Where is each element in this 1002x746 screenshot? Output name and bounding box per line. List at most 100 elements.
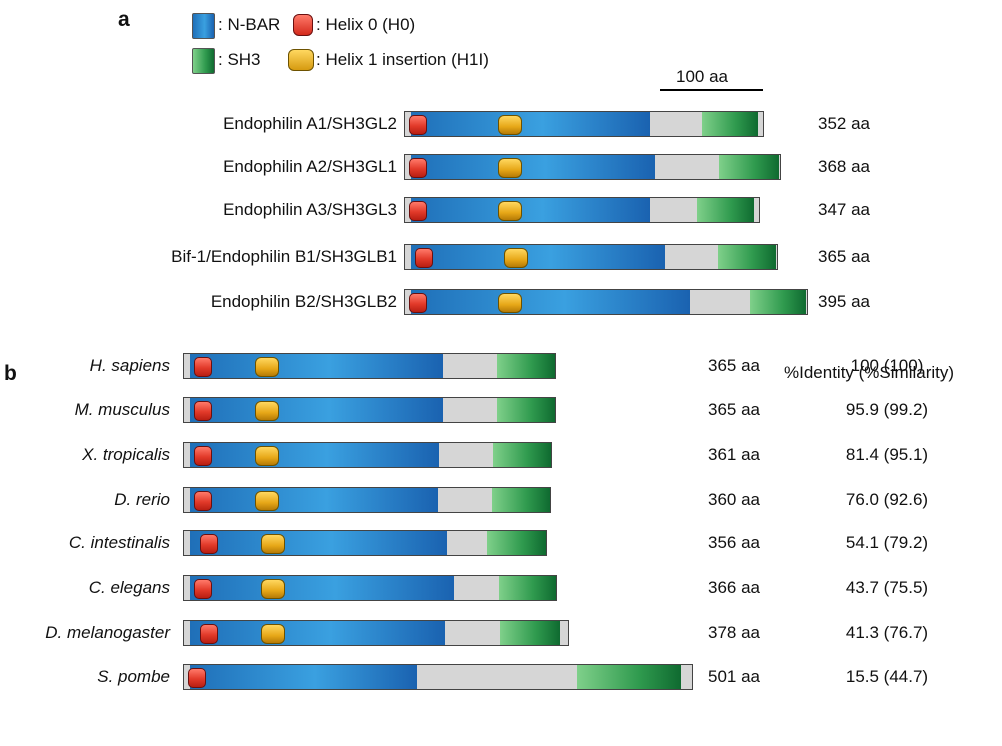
nbar-domain [411,245,665,269]
species-length: 360 aa [708,490,760,509]
nbar-domain [411,155,655,179]
protein-length: 368 aa [818,157,870,176]
sh3-domain [718,245,776,269]
c-terminal-region [779,155,780,179]
helix0-marker [194,491,212,511]
nbar-domain [411,198,650,222]
sh3-domain [719,155,779,179]
species-domain-bar [183,397,556,423]
sh3-domain [697,198,754,222]
protein-name: Bif-1/Endophilin B1/SH3GLB1 [171,247,397,266]
h1i-marker [255,491,279,511]
species-domain-bar [183,353,556,379]
species-length: 378 aa [708,623,760,642]
protein-name: Endophilin A2/SH3GL1 [223,157,397,176]
n-terminal-region [405,290,411,314]
species-domain-bar [183,575,557,601]
scale-bar-label: 100 aa [676,67,728,86]
linker-region [417,665,577,689]
sh3-legend-swatch [192,48,215,74]
n-terminal-region [184,354,190,378]
species-length: 356 aa [708,533,760,552]
scale-bar [660,89,763,91]
c-terminal-region [806,290,807,314]
protein-name: Endophilin A1/SH3GL2 [223,114,397,133]
nbar-domain [411,290,690,314]
nbar-domain [190,576,454,600]
protein-length: 352 aa [818,114,870,133]
species-length: 365 aa [708,356,760,375]
h1i-marker [498,293,522,313]
h1i-marker [255,401,279,421]
nbar-domain [190,531,447,555]
sh3-domain [577,665,681,689]
h1i-marker [498,115,522,135]
linker-region [447,531,487,555]
linker-region [445,621,500,645]
linker-region [665,245,718,269]
sh3-domain [493,443,551,467]
species-name: C. intestinalis [68,533,170,552]
n-terminal-region [184,443,190,467]
helix0-marker [409,115,427,135]
h1i-marker [255,446,279,466]
protein-domain-bar [404,197,760,223]
sh3-domain [702,112,758,136]
sh3-domain [487,531,546,555]
n-terminal-region [184,665,190,689]
helix0-marker [194,401,212,421]
species-domain-bar [183,442,552,468]
c-terminal-region [681,665,692,689]
c-terminal-region [754,198,759,222]
n-terminal-region [184,531,190,555]
n-terminal-region [184,621,190,645]
n-terminal-region [405,245,411,269]
linker-region [655,155,719,179]
nbar-domain [190,354,443,378]
h1i-marker [261,534,285,554]
helix0-marker [409,158,427,178]
protein-length: 365 aa [818,247,870,266]
species-length: 365 aa [708,400,760,419]
sh3-domain [750,290,806,314]
helix0-marker [409,293,427,313]
nbar-domain [411,112,650,136]
protein-domain-bar [404,244,778,270]
protein-length: 347 aa [818,200,870,219]
species-name: X. tropicalis [82,445,170,464]
species-domain-bar [183,620,569,646]
helix0-legend-label: : Helix 0 (H0) [316,15,416,34]
helix0-marker [415,248,433,268]
sh3-domain [497,398,555,422]
n-terminal-region [405,155,411,179]
identity-similarity: 95.9 (99.2) [845,400,929,419]
h1i-marker [261,579,285,599]
h1i-marker [498,158,522,178]
h1i-marker [261,624,285,644]
linker-region [650,112,702,136]
nbar-domain [190,398,443,422]
linker-region [443,398,497,422]
nbar-domain [190,488,438,512]
identity-similarity: 41.3 (76.7) [845,623,929,642]
c-terminal-region [776,245,777,269]
species-name: D. melanogaster [45,623,170,642]
protein-name: Endophilin A3/SH3GL3 [223,200,397,219]
sh3-domain [500,621,560,645]
identity-header: %Identity (%Similarity) [784,363,955,382]
h1i-marker [498,201,522,221]
n-terminal-region [405,112,411,136]
species-length: 361 aa [708,445,760,464]
nbar-domain [190,443,439,467]
helix0-marker [194,446,212,466]
h1i-legend-swatch [288,49,314,71]
helix0-marker [200,534,218,554]
species-name: C. elegans [88,578,170,597]
identity-similarity: 15.5 (44.7) [845,667,929,686]
helix0-marker [194,579,212,599]
identity-similarity: 81.4 (95.1) [845,445,929,464]
h1i-marker [255,357,279,377]
helix0-marker [409,201,427,221]
species-domain-bar [183,530,547,556]
h1i-legend-label: : Helix 1 insertion (H1I) [316,50,489,69]
